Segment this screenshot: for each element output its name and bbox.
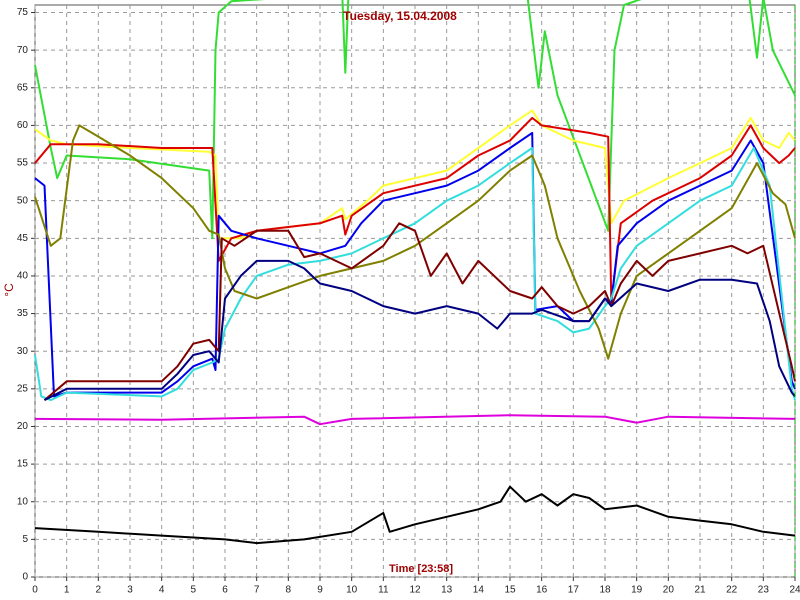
series-line bbox=[34, 109, 796, 240]
x-tick-label: 20 bbox=[663, 585, 675, 596]
y-tick-label: 25 bbox=[17, 383, 29, 394]
x-tick-label: 6 bbox=[222, 585, 228, 596]
x-tick-label: 11 bbox=[378, 585, 389, 596]
y-tick-label: 60 bbox=[17, 120, 29, 131]
y-tick-label: 15 bbox=[17, 459, 29, 470]
series-line bbox=[34, 485, 796, 545]
x-tick-label: 5 bbox=[191, 585, 197, 596]
series-line bbox=[34, 0, 796, 240]
y-tick-label: 65 bbox=[17, 82, 29, 93]
x-tick-label: 9 bbox=[317, 585, 323, 596]
x-tick-label: 8 bbox=[286, 585, 292, 596]
chart-title: Tuesday, 15.04.2008 bbox=[343, 9, 457, 23]
y-tick-label: 10 bbox=[17, 496, 29, 507]
y-tick-label: 75 bbox=[17, 7, 29, 18]
series-line bbox=[44, 259, 796, 401]
x-tick-label: 23 bbox=[758, 585, 770, 596]
x-tick-label: 0 bbox=[32, 585, 38, 596]
x-tick-label: 2 bbox=[96, 585, 102, 596]
y-tick-label: 55 bbox=[17, 158, 29, 169]
x-tick-label: 1 bbox=[64, 585, 70, 596]
x-tick-label: 14 bbox=[473, 585, 485, 596]
x-tick-label: 22 bbox=[726, 585, 738, 596]
y-tick-label: 50 bbox=[17, 195, 29, 206]
y-axis-label: °C bbox=[2, 283, 16, 297]
x-tick-label: 24 bbox=[789, 585, 800, 596]
series-line bbox=[34, 124, 796, 360]
x-tick-label: 15 bbox=[504, 585, 516, 596]
y-tick-label: 5 bbox=[22, 534, 28, 545]
x-tick-label: 21 bbox=[694, 585, 706, 596]
y-tick-label: 20 bbox=[17, 421, 29, 432]
y-tick-label: 70 bbox=[17, 45, 29, 56]
y-tick-label: 40 bbox=[17, 271, 29, 282]
series-line bbox=[43, 222, 796, 401]
plot-area bbox=[34, 4, 796, 578]
x-tick-label: 19 bbox=[631, 585, 643, 596]
x-tick-label: 17 bbox=[568, 585, 580, 596]
y-tick-label: 0 bbox=[22, 572, 28, 583]
x-tick-label: 3 bbox=[127, 585, 133, 596]
series-line bbox=[34, 147, 796, 402]
x-tick-label: 10 bbox=[346, 585, 358, 596]
y-tick-label: 45 bbox=[17, 233, 29, 244]
x-tick-label: 4 bbox=[159, 585, 165, 596]
series-line bbox=[34, 131, 796, 398]
x-tick-label: 13 bbox=[441, 585, 453, 596]
x-tick-label: 7 bbox=[254, 585, 260, 596]
x-tick-label: 16 bbox=[536, 585, 548, 596]
x-axis-label: Time [23:58] bbox=[389, 563, 453, 575]
lines bbox=[34, 0, 796, 545]
y-tick-label: 35 bbox=[17, 308, 29, 319]
series-line bbox=[34, 414, 796, 426]
x-tick-label: 18 bbox=[599, 585, 611, 596]
y-tick-label: 30 bbox=[17, 346, 29, 357]
x-tick-label: 12 bbox=[409, 585, 421, 596]
